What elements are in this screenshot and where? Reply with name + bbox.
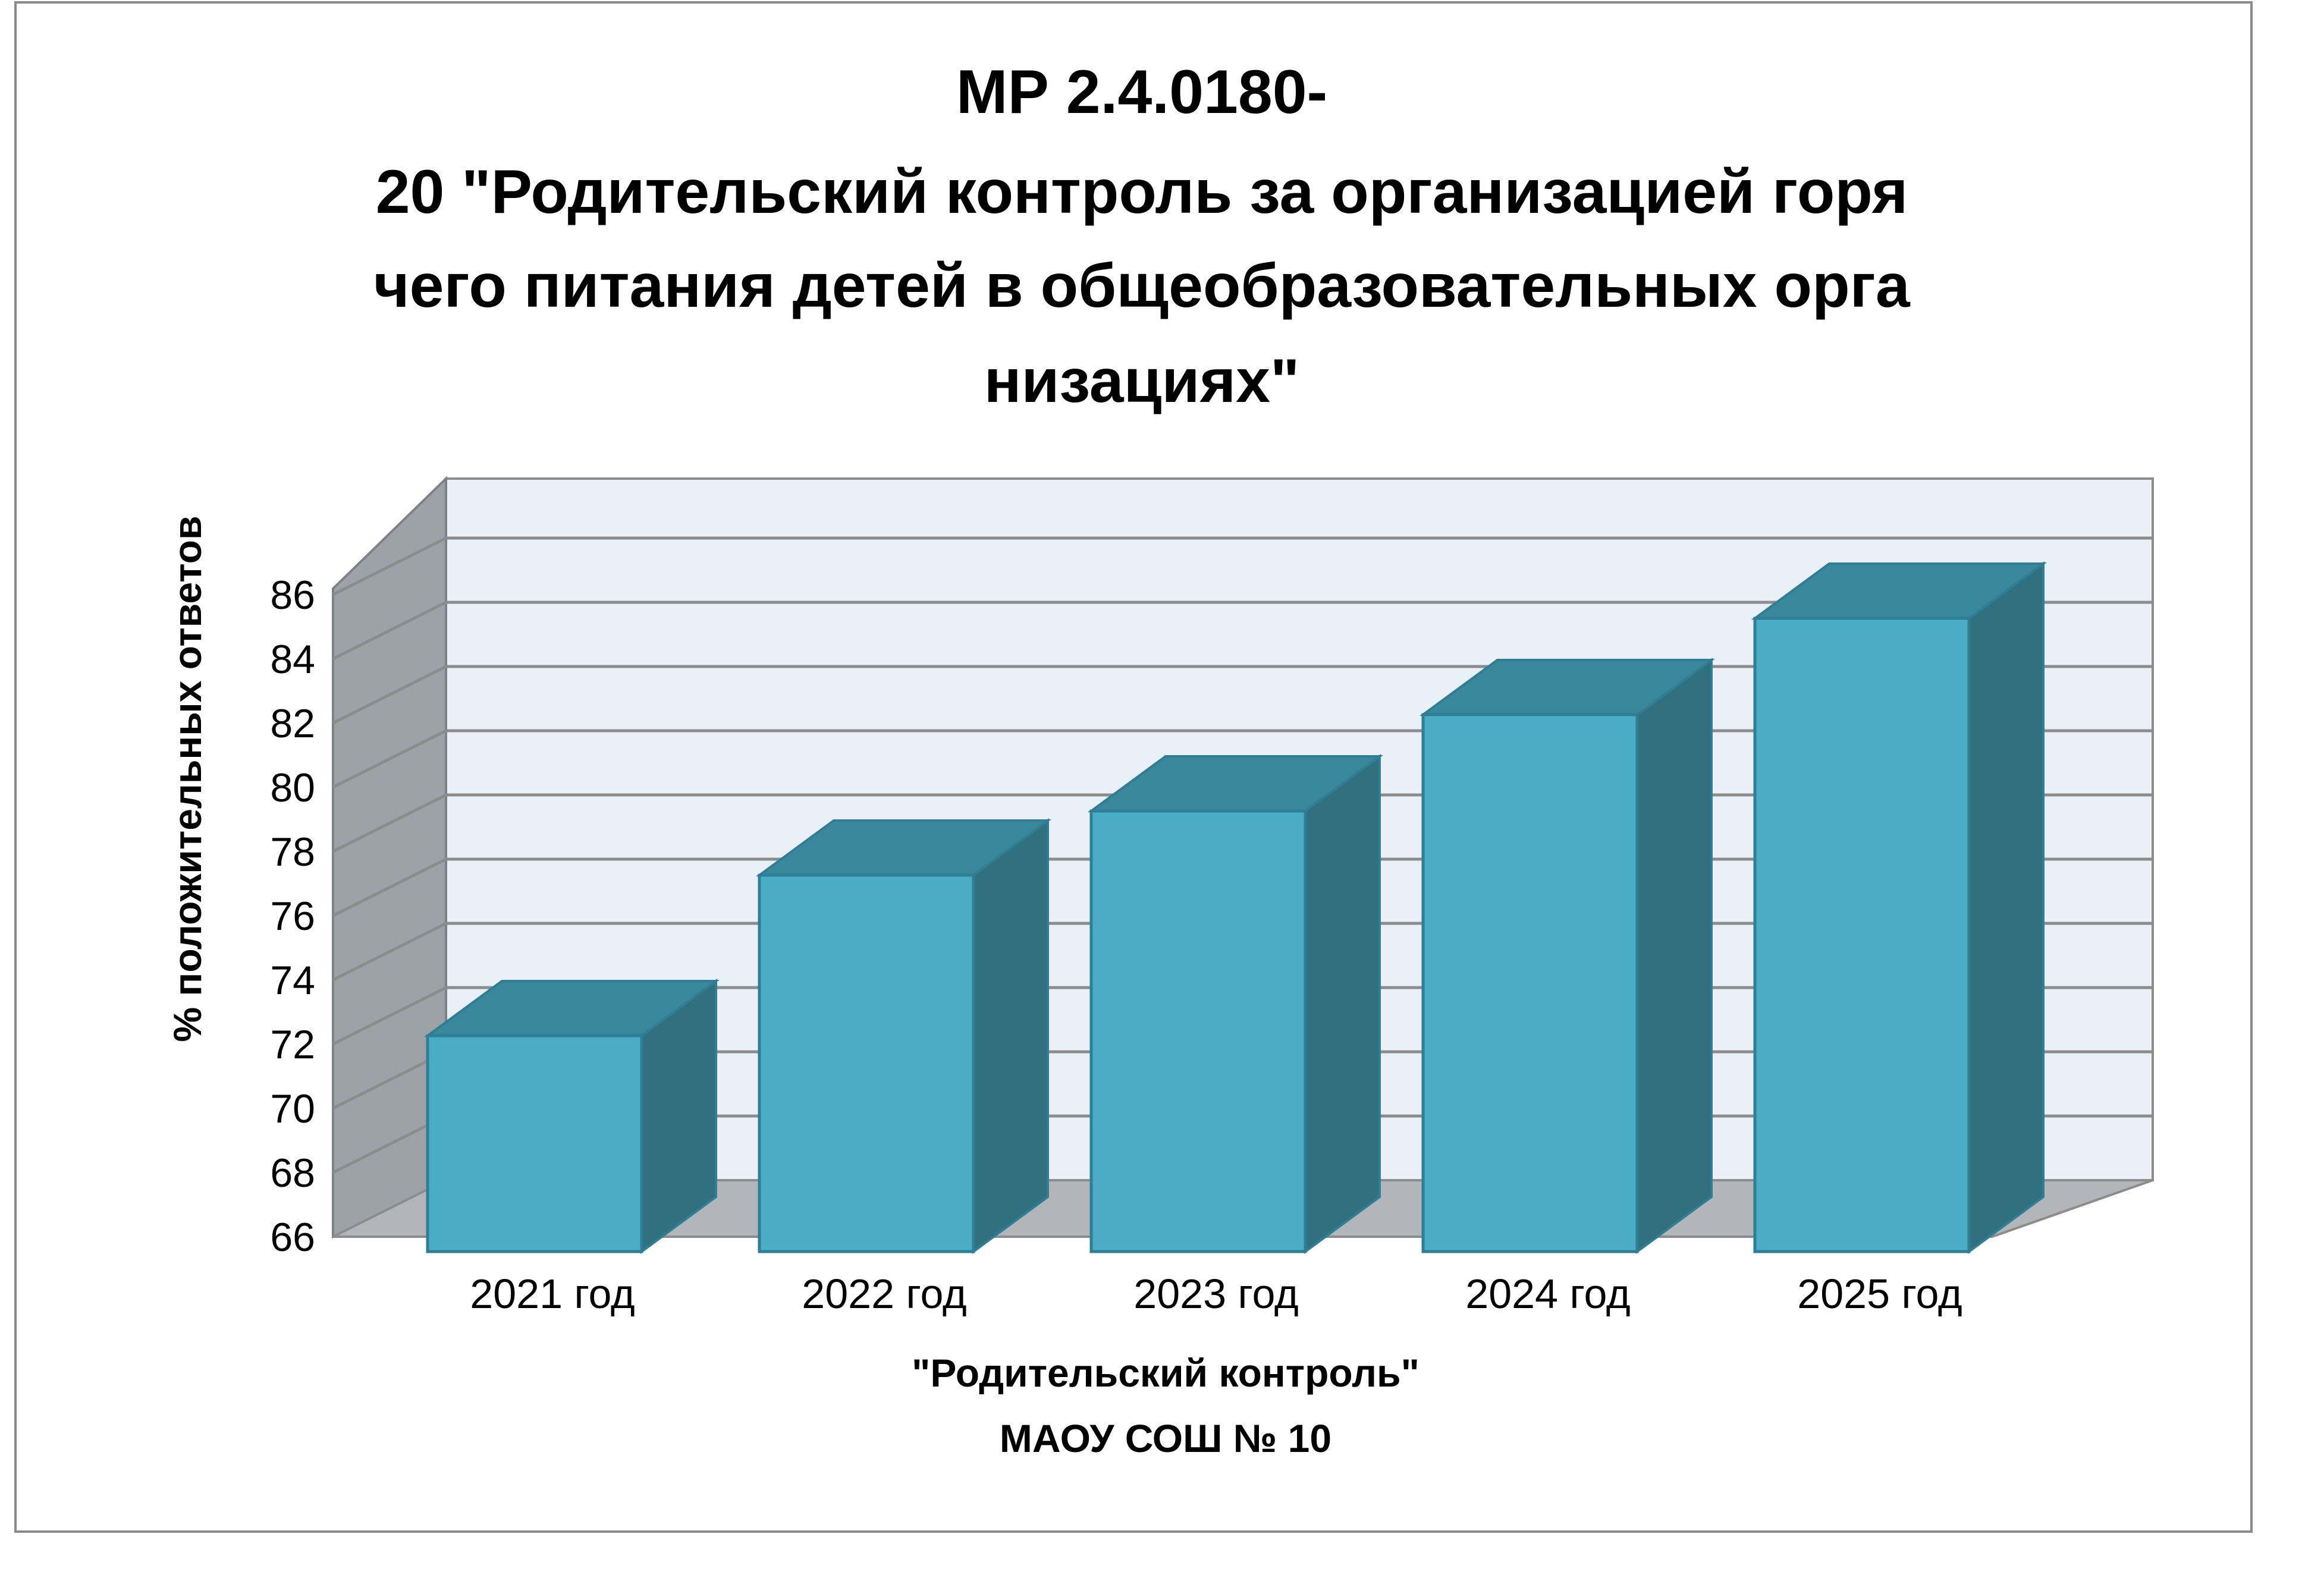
x-tick-label-4: 2024 год <box>1465 1271 1630 1317</box>
bar-2025 год <box>1751 561 2047 1254</box>
bar-front <box>1421 713 1639 1253</box>
y-tick-label-86: 86 <box>270 573 315 618</box>
x-tick-label-1: 2021 год <box>470 1271 635 1317</box>
bar-side <box>972 818 1049 1254</box>
y-tick-label-70: 70 <box>270 1086 315 1131</box>
gridline-side-82 <box>332 665 447 725</box>
y-axis-label: % положительных ответов <box>165 515 209 1042</box>
gridline-side-74 <box>332 922 447 982</box>
gridline-side-76 <box>332 857 447 917</box>
y-tick-label-78: 78 <box>270 829 315 875</box>
bar-front <box>426 1034 643 1253</box>
bar-side <box>1304 754 1381 1254</box>
bar-front <box>1089 809 1307 1253</box>
bar-side <box>1968 561 2045 1254</box>
gridline-side-86 <box>332 536 447 596</box>
x-axis-ticks: 2021 год 2022 год 2023 год 2024 год 2025 год <box>470 1271 1962 1317</box>
y-tick-label-76: 76 <box>270 894 315 939</box>
title-line-3: чего питания детей в общеобразовательных… <box>373 252 1911 320</box>
y-tick-label-66: 66 <box>270 1215 315 1260</box>
bar-front <box>1753 617 1971 1253</box>
y-tick-label-68: 68 <box>270 1151 315 1196</box>
x-tick-label-2: 2022 год <box>802 1271 966 1317</box>
chart-title: МР 2.4.0180- 20 "Родительский контроль з… <box>373 58 1911 416</box>
y-tick-label-72: 72 <box>270 1022 315 1067</box>
bars <box>423 561 2047 1254</box>
gridline-side-80 <box>332 729 447 789</box>
bar-2023 год <box>1087 754 1384 1254</box>
y-tick-label-84: 84 <box>270 637 315 682</box>
y-axis-ticks: 66 68 70 72 74 76 78 80 82 84 86 <box>270 573 315 1260</box>
gridline-side-72 <box>332 986 447 1046</box>
x-axis-label: "Родительский контроль" МАОУ СОШ № 10 <box>912 1351 1419 1460</box>
gridline-side-78 <box>332 793 447 853</box>
y-tick-label-74: 74 <box>270 958 315 1003</box>
bar-2022 год <box>755 818 1052 1254</box>
x-tick-label-3: 2023 год <box>1133 1271 1298 1317</box>
title-line-2: 20 "Родительский контроль за организацие… <box>376 158 1908 227</box>
y-tick-label-80: 80 <box>270 765 315 810</box>
x-axis-label-line-2: МАОУ СОШ № 10 <box>1000 1416 1331 1460</box>
gridline-side-84 <box>332 601 447 661</box>
bar-2021 год <box>423 979 720 1254</box>
title-line-1: МР 2.4.0180- <box>956 58 1327 127</box>
bar-side <box>1636 658 1713 1254</box>
title-line-4: низациях" <box>984 347 1300 416</box>
y-tick-label-82: 82 <box>270 701 315 746</box>
bar-front <box>758 873 975 1253</box>
x-tick-label-5: 2025 год <box>1797 1271 1962 1317</box>
x-axis-label-line-1: "Родительский контроль" <box>912 1351 1419 1395</box>
bar-2024 год <box>1419 658 1716 1254</box>
